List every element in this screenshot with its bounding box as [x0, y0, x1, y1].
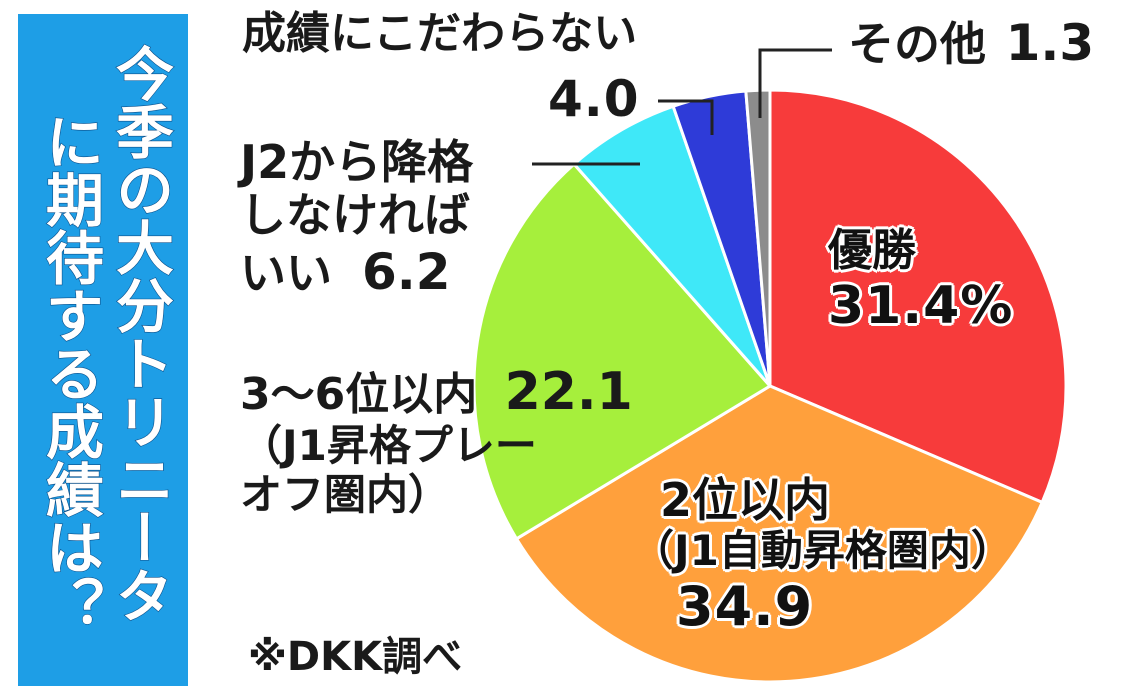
label-avoid-line2: しなければ [240, 188, 470, 243]
label-top6: 3〜6位以内 22.1 （J1昇格プレー オフ圏内） [240, 362, 633, 520]
label-other-name: その他 [848, 17, 986, 71]
label-win-value: 31.4% [828, 276, 1014, 337]
pie-slice-3 [472, 162, 772, 541]
label-top6-sub2: オフ圏内） [240, 470, 451, 520]
label-top6-sub1: （J1昇格プレー [240, 421, 537, 471]
label-top2: 2位以内 （J1自動昇格圏内） 34.9 [632, 473, 1013, 639]
title-column-2: に期待する成績は？ [36, 112, 104, 634]
label-other: その他 1.3 [848, 14, 1094, 72]
label-win-name: 優勝 [828, 225, 916, 276]
label-nocare-name: 成績にこだわらない [242, 8, 638, 59]
label-avoid: J2から降格 しなければ いい 6.2 [240, 135, 474, 301]
label-nocare: 成績にこだわらない [242, 8, 637, 59]
label-top2-value: 34.9 [676, 575, 814, 639]
leader-other [758, 48, 832, 118]
label-nocare-value: 4.0 [548, 70, 640, 128]
title-column-1: 今季の大分トリニータ [106, 44, 174, 624]
label-win: 優勝 31.4% [828, 225, 1013, 336]
label-top6-value: 22.1 [504, 362, 633, 422]
label-other-value: 1.3 [1005, 14, 1095, 72]
label-top2-sub: （J1自動昇格圏内） [632, 526, 1013, 576]
source-note: ※DKK調べ [248, 634, 463, 680]
leader-nocare [658, 99, 714, 135]
label-top6-name: 3〜6位以内 [240, 369, 478, 420]
pie-slice-6 [744, 88, 772, 388]
label-avoid-value: 6.2 [362, 242, 451, 301]
pie-slice-1 [768, 88, 1068, 504]
label-top2-name: 2位以内 [660, 473, 831, 527]
label-avoid-line1: J2から降格 [240, 135, 474, 189]
title-panel [18, 14, 188, 686]
label-avoid-line3: いい [240, 245, 332, 300]
